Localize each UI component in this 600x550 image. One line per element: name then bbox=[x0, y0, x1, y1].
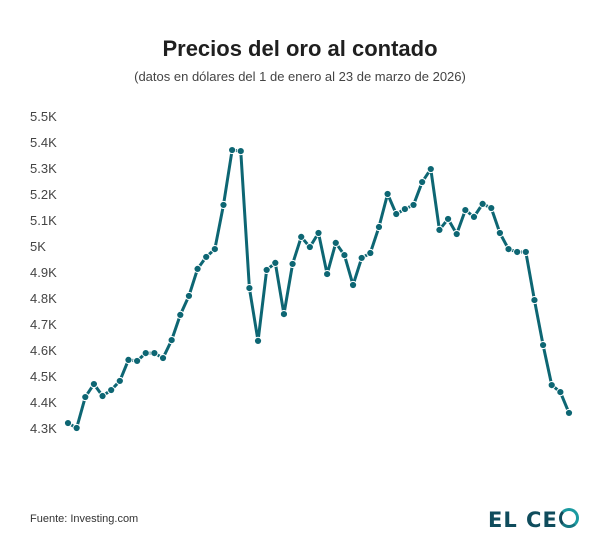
data-point[interactable] bbox=[340, 251, 349, 260]
y-tick-label: 5K bbox=[30, 239, 46, 254]
data-point[interactable] bbox=[487, 203, 496, 213]
data-point[interactable] bbox=[193, 264, 202, 273]
data-point[interactable] bbox=[115, 376, 124, 386]
data-point[interactable] bbox=[219, 200, 228, 210]
data-point[interactable] bbox=[72, 423, 81, 433]
data-point[interactable] bbox=[236, 147, 245, 156]
data-point[interactable] bbox=[452, 229, 461, 239]
data-point[interactable] bbox=[357, 253, 366, 263]
y-tick-label: 4.6K bbox=[30, 343, 57, 358]
data-point[interactable] bbox=[124, 355, 133, 364]
data-point[interactable] bbox=[305, 242, 314, 252]
data-point[interactable] bbox=[556, 388, 565, 397]
data-point[interactable] bbox=[348, 280, 358, 290]
data-point[interactable] bbox=[202, 252, 211, 262]
data-point[interactable] bbox=[400, 204, 409, 214]
data-point[interactable] bbox=[495, 228, 504, 238]
y-tick-label: 4.3K bbox=[30, 421, 57, 436]
data-point[interactable] bbox=[374, 222, 384, 232]
data-point[interactable] bbox=[297, 232, 306, 241]
data-point[interactable] bbox=[564, 408, 574, 418]
data-point[interactable] bbox=[253, 336, 263, 345]
data-point[interactable] bbox=[184, 291, 194, 301]
source-note: Fuente: Investing.com bbox=[30, 513, 139, 525]
data-point[interactable] bbox=[513, 247, 522, 257]
logo-text: EL CE bbox=[488, 508, 558, 532]
el-ceo-logo: EL CE bbox=[488, 508, 579, 532]
y-tick-label: 4.9K bbox=[30, 265, 57, 280]
y-tick-label: 5.5K bbox=[30, 109, 57, 124]
data-point[interactable] bbox=[366, 248, 375, 258]
chart-subtitle: (datos en dólares del 1 de enero al 23 d… bbox=[134, 69, 466, 84]
data-point[interactable] bbox=[63, 418, 73, 428]
data-point[interactable] bbox=[331, 238, 340, 247]
logo-o-ring-icon bbox=[558, 508, 579, 528]
y-tick-label: 5.1K bbox=[30, 213, 57, 228]
data-point[interactable] bbox=[150, 349, 159, 358]
data-point[interactable] bbox=[435, 225, 444, 234]
data-point[interactable] bbox=[210, 245, 219, 254]
data-point[interactable] bbox=[461, 206, 470, 215]
data-point[interactable] bbox=[228, 145, 237, 155]
y-axis: 5.5K 5.4K 5.3K 5.2K 5.1K 5K 4.9K 4.8K 4.7K 4.6K 4.… bbox=[30, 109, 57, 436]
data-point[interactable] bbox=[538, 340, 548, 350]
data-point[interactable] bbox=[504, 245, 513, 254]
data-point[interactable] bbox=[89, 379, 99, 389]
data-point[interactable] bbox=[383, 189, 392, 199]
data-point[interactable] bbox=[98, 391, 107, 401]
y-tick-label: 4.8K bbox=[30, 291, 57, 306]
data-point[interactable] bbox=[443, 214, 453, 224]
data-point[interactable] bbox=[409, 200, 418, 210]
data-point[interactable] bbox=[392, 209, 401, 219]
y-tick-label: 5.3K bbox=[30, 161, 57, 176]
y-tick-label: 5.4K bbox=[30, 135, 57, 150]
data-point[interactable] bbox=[323, 269, 332, 279]
data-point[interactable] bbox=[271, 258, 280, 267]
y-tick-label: 4.7K bbox=[30, 317, 57, 332]
data-point[interactable] bbox=[176, 310, 185, 319]
data-point[interactable] bbox=[107, 385, 116, 395]
data-point[interactable] bbox=[262, 265, 271, 275]
data-point[interactable] bbox=[314, 228, 323, 238]
data-point[interactable] bbox=[426, 164, 435, 174]
data-point[interactable] bbox=[81, 392, 90, 402]
series-group bbox=[63, 145, 574, 433]
data-point[interactable] bbox=[521, 247, 530, 257]
data-point[interactable] bbox=[167, 336, 176, 345]
y-tick-label: 5.2K bbox=[30, 187, 57, 202]
chart-title: Precios del oro al contado bbox=[162, 36, 438, 61]
data-point[interactable] bbox=[418, 177, 427, 187]
data-point[interactable] bbox=[288, 259, 297, 269]
data-point[interactable] bbox=[547, 381, 556, 390]
data-point[interactable] bbox=[478, 199, 487, 208]
data-point[interactable] bbox=[469, 212, 479, 221]
data-point[interactable] bbox=[279, 310, 289, 319]
data-point[interactable] bbox=[133, 356, 142, 366]
y-tick-label: 4.5K bbox=[30, 369, 57, 384]
y-tick-label: 4.4K bbox=[30, 395, 57, 410]
data-point[interactable] bbox=[245, 284, 254, 293]
data-point[interactable] bbox=[158, 353, 168, 363]
data-point[interactable] bbox=[530, 295, 539, 305]
data-point[interactable] bbox=[141, 349, 150, 358]
series-line bbox=[67, 148, 571, 430]
